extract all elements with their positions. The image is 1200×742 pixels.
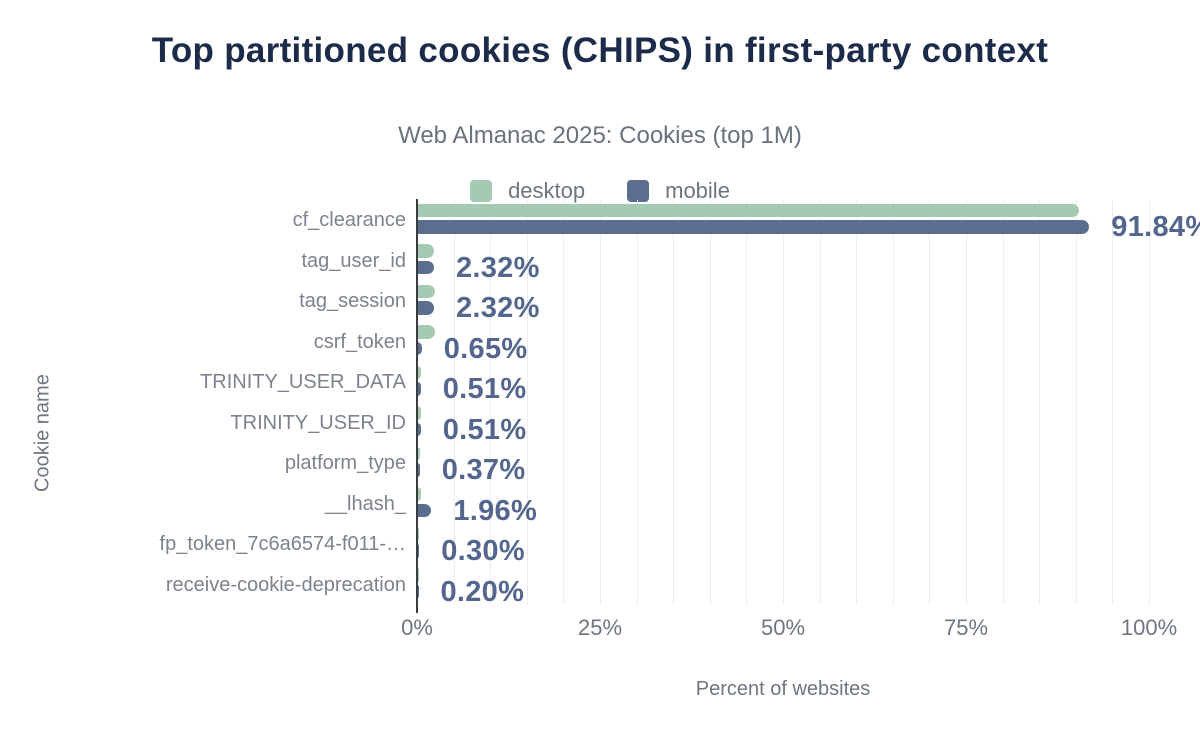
- gridline-100: [1149, 200, 1150, 605]
- gridline-85: [1039, 200, 1041, 605]
- value-label: 2.32%: [455, 251, 540, 284]
- gridline-70: [929, 200, 931, 605]
- gridline-20: [563, 200, 565, 605]
- mobile-bar: [417, 341, 422, 355]
- x-tick-label-0%: 0%: [401, 615, 433, 640]
- category-label: cf_clearance: [292, 209, 406, 231]
- gridline-50: [783, 200, 784, 605]
- value-label: 0.37%: [441, 454, 526, 486]
- category-label: TRINITY_USER_ID: [230, 411, 406, 434]
- gridline-10: [490, 200, 492, 605]
- desktop-bar: [417, 487, 421, 501]
- gridline-55: [819, 200, 821, 605]
- gridline-30: [636, 200, 638, 605]
- desktop-bar: [417, 325, 436, 339]
- desktop-bar: [417, 568, 419, 582]
- mobile-bar: [417, 301, 434, 315]
- gridline-60: [856, 200, 858, 605]
- chart-legend: desktop mobile: [0, 177, 1200, 205]
- gridline-15: [526, 200, 528, 605]
- value-label: 0.65%: [443, 332, 528, 365]
- mobile-bar: [417, 260, 434, 274]
- mobile-bar: [417, 584, 419, 598]
- gridline-25: [600, 200, 601, 605]
- mobile-bar: [417, 382, 421, 396]
- chart-row-9: fp_token_7c6a6574-f011-… 0.30%: [0, 524, 1200, 567]
- value-label: 2.32%: [455, 292, 540, 324]
- gridline-35: [673, 200, 675, 605]
- chart-row-8: __lhash_ 1.96%: [0, 484, 1200, 527]
- value-label: 0.20%: [440, 575, 525, 608]
- legend-item-desktop[interactable]: desktop: [470, 178, 585, 204]
- value-label: 0.30%: [441, 535, 525, 567]
- desktop-bar: [417, 406, 422, 420]
- gridline-80: [1002, 200, 1004, 605]
- gridline-95: [1112, 200, 1114, 605]
- value-label: 0.51%: [442, 373, 527, 405]
- x-tick-label-75%: 75%: [943, 615, 989, 640]
- chart-row-5: TRINITY_USER_DATA 0.51%: [0, 362, 1200, 405]
- x-tick-label-100%: 100%: [1120, 615, 1178, 640]
- legend-label-mobile: mobile: [665, 178, 730, 203]
- category-label: TRINITY_USER_DATA: [200, 371, 406, 393]
- chart-row-2: tag_user_id 2.32%: [0, 241, 1200, 284]
- desktop-bar: [417, 527, 420, 541]
- gridline-75: [966, 200, 967, 605]
- x-axis-title: Percent of websites: [695, 678, 871, 700]
- category-label: fp_token_7c6a6574-f011-…: [159, 533, 406, 555]
- desktop-bar: [417, 284, 435, 298]
- mobile-bar: [417, 544, 420, 558]
- chart-row-3: tag_session 2.32%: [0, 281, 1200, 324]
- legend-swatch-mobile: [627, 180, 650, 202]
- value-label: 0.51%: [442, 413, 527, 446]
- chart-row-6: TRINITY_USER_ID 0.51%: [0, 403, 1200, 446]
- gridline-5: [453, 200, 455, 605]
- category-label: receive-cookie-deprecation: [165, 573, 406, 596]
- legend-swatch-desktop: [470, 180, 493, 202]
- category-label: platform_type: [284, 452, 406, 474]
- x-axis-zero-tick: [416, 606, 418, 613]
- chart-title: Top partitioned cookies (CHIPS) in first…: [151, 31, 1049, 70]
- chart-row-10: receive-cookie-deprecation 0.20%: [0, 565, 1200, 608]
- legend-item-mobile[interactable]: mobile: [627, 178, 730, 204]
- desktop-bar: [417, 203, 1079, 217]
- gridline-45: [746, 200, 748, 605]
- mobile-bar: [417, 220, 1090, 234]
- value-label: 91.84%: [1111, 211, 1200, 243]
- gridline-65: [892, 200, 894, 605]
- desktop-bar: [417, 365, 422, 379]
- y-axis-line: [416, 199, 418, 606]
- category-label: tag_user_id: [301, 249, 406, 272]
- gridline-90: [1075, 200, 1077, 605]
- desktop-bar: [417, 446, 420, 460]
- mobile-bar: [417, 422, 421, 436]
- x-tick-label-50%: 50%: [760, 615, 806, 640]
- legend-label-desktop: desktop: [508, 178, 586, 203]
- desktop-bar: [417, 244, 434, 258]
- chart-row-4: csrf_token 0.65%: [0, 322, 1200, 365]
- chart-row-1: cf_clearance 91.84%: [0, 200, 1200, 243]
- chart-subtitle: Web Almanac 2025: Cookies (top 1M): [398, 122, 802, 149]
- mobile-bar: [417, 503, 432, 517]
- gridline-40: [709, 200, 711, 605]
- x-tick-label-25%: 25%: [577, 615, 623, 640]
- y-axis-title: Cookie name: [31, 374, 54, 492]
- mobile-bar: [417, 463, 420, 477]
- value-label: 1.96%: [453, 494, 538, 527]
- category-label: __lhash_: [324, 492, 406, 515]
- category-label: tag_session: [299, 290, 406, 312]
- chart-row-7: platform_type 0.37%: [0, 443, 1200, 486]
- category-label: csrf_token: [313, 330, 406, 353]
